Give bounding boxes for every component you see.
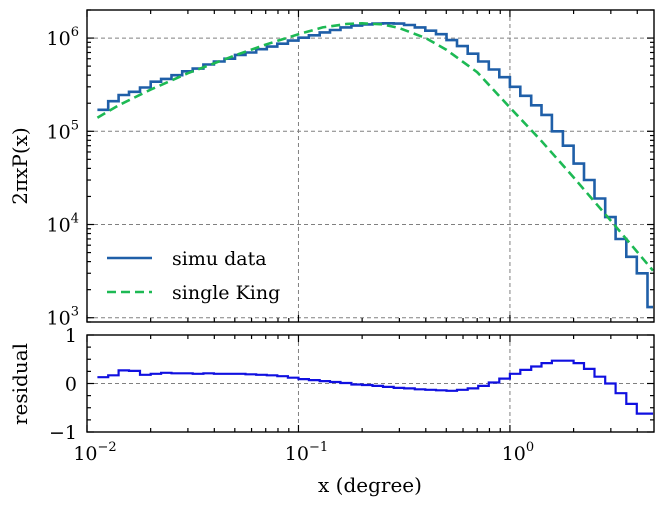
main-series [96, 21, 654, 309]
residual-ylabel: residual [8, 343, 32, 425]
main-axes-frame [86, 9, 655, 323]
main-ytick-label: 104 [47, 212, 79, 237]
main-ytick-label: 103 [47, 305, 79, 330]
residual-panel: −1 0 1 10−2 10−1 100 residual x (degree) [8, 325, 655, 497]
legend: simu data single King [107, 248, 280, 304]
main-ticks [86, 9, 654, 323]
residual-line [97, 359, 653, 415]
residual-ytick-label: 1 [65, 325, 77, 347]
x-tick-label: 10−2 [73, 440, 116, 465]
legend-simu-data-label: simu data [172, 248, 267, 270]
residual-axes-frame [86, 334, 655, 433]
residual-xtick-labels: 10−2 10−1 100 [73, 440, 534, 465]
main-ytick-labels: 103 104 105 106 [47, 25, 79, 330]
main-ytick-label: 106 [47, 25, 79, 50]
main-grid [87, 10, 654, 322]
single-king-line [96, 21, 654, 272]
main-ylabel: 2πxP(x) [8, 127, 32, 205]
residual-grid [87, 335, 654, 432]
residual-ytick-label: 0 [65, 374, 77, 396]
main-ytick-label: 105 [47, 118, 79, 143]
legend-single-king-label: single King [172, 282, 280, 304]
x-axis-label: x (degree) [318, 473, 422, 497]
main-panel: 103 104 105 106 2πxP(x) simu data single Ki… [8, 9, 655, 330]
x-tick-label: 100 [502, 440, 534, 465]
residual-ytick-label: −1 [49, 422, 77, 444]
residual-ytick-labels: −1 0 1 [49, 325, 77, 444]
residual-series [97, 359, 653, 415]
x-tick-label: 10−1 [285, 440, 328, 465]
